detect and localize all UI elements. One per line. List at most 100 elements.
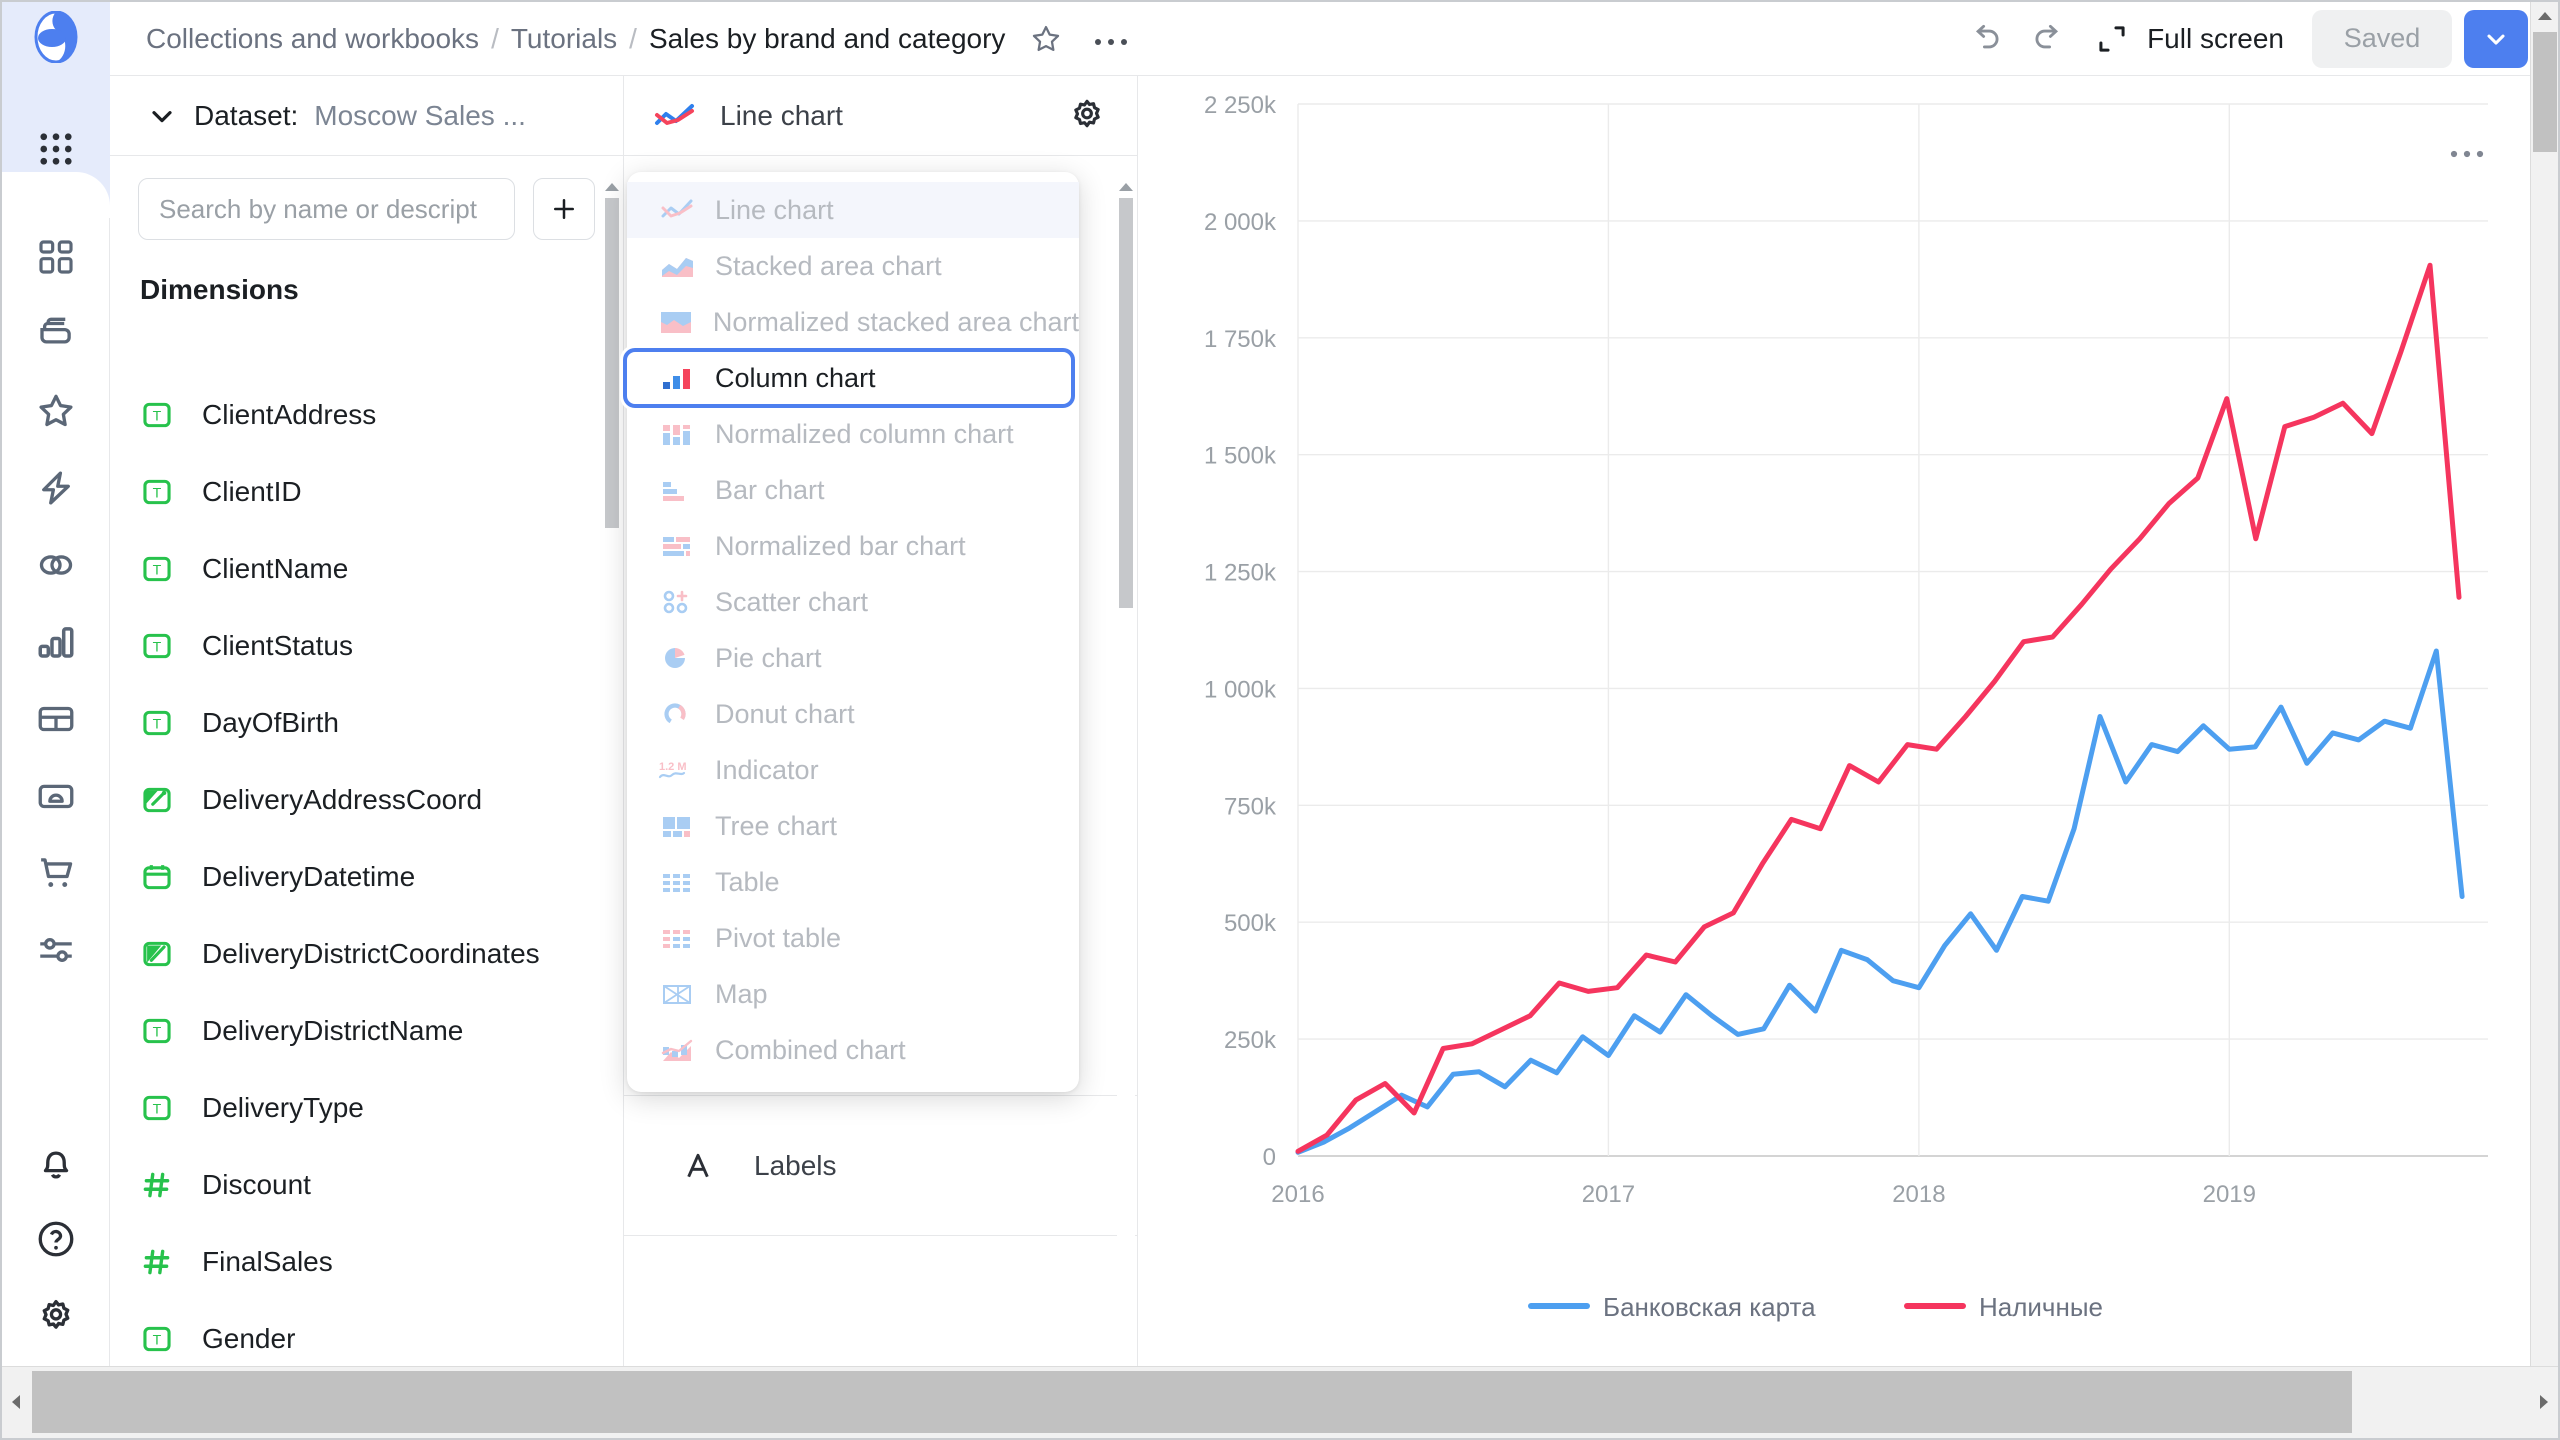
sidebar-item-favorites[interactable] (2, 372, 110, 449)
window-vertical-scrollbar[interactable] (2530, 2, 2558, 1366)
window-scroll-left-arrow[interactable] (2, 1367, 30, 1437)
dataset-header[interactable]: Dataset: Moscow Sales ... (110, 76, 623, 156)
viz-scroll-up-arrow[interactable] (1117, 178, 1135, 196)
dimension-field-row[interactable]: T ClientAddress (110, 376, 623, 453)
search-input[interactable] (138, 178, 515, 240)
svg-text:T: T (153, 1332, 162, 1348)
svg-text:2017: 2017 (1582, 1181, 1635, 1208)
labels-section[interactable]: Labels (624, 1096, 1137, 1236)
visualization-menu-item[interactable]: Normalized stacked area chart (627, 294, 1079, 350)
sidebar-item-charts[interactable] (2, 603, 110, 680)
svg-text:1 250k: 1 250k (1204, 560, 1277, 587)
visualization-menu-item[interactable]: Normalized bar chart (627, 518, 1079, 574)
fullscreen-icon (2099, 25, 2125, 52)
sidebar-item-collections[interactable] (2, 295, 110, 372)
visualization-menu-item[interactable]: Combined chart (627, 1022, 1079, 1078)
window-vertical-scroll-thumb[interactable] (2533, 32, 2557, 152)
breadcrumb-root[interactable]: Collections and workbooks (146, 22, 480, 54)
visualization-menu-label: Column chart (715, 362, 876, 393)
saved-status-button[interactable]: Saved (2312, 9, 2452, 68)
geopolygon-field-icon (143, 941, 171, 966)
question-circle-icon (38, 1221, 74, 1257)
viz-scrollbar[interactable] (1117, 176, 1135, 1366)
visualization-menu-item[interactable]: Column chart (623, 348, 1079, 408)
more-actions-button[interactable] (1093, 30, 1129, 48)
visualization-menu-item[interactable]: Normalized column chart (627, 406, 1079, 462)
visualization-menu-item[interactable]: Pie chart (627, 630, 1079, 686)
dimension-field-row[interactable]: T Gender (110, 1300, 623, 1366)
sidebar-item-settings[interactable] (2, 1278, 110, 1356)
visualization-header[interactable]: Line chart (624, 76, 1137, 156)
collections-icon (40, 317, 71, 344)
svg-text:2 000k: 2 000k (1204, 209, 1277, 236)
dimension-field-row[interactable]: T ClientName (110, 530, 623, 607)
app-logo[interactable] (2, 2, 110, 72)
visualization-menu-item[interactable]: Tree chart (627, 798, 1079, 854)
visualization-menu-item[interactable]: Map (627, 966, 1079, 1022)
visualization-menu-label: Map (715, 978, 768, 1009)
window-scroll-right-arrow[interactable] (2530, 1367, 2558, 1437)
favorite-star-button[interactable] (1029, 22, 1063, 56)
sidebar-item-notifications[interactable] (2, 1122, 110, 1200)
visualization-menu-label: Normalized bar chart (715, 530, 966, 561)
visualization-menu-item[interactable]: Bar chart (627, 462, 1079, 518)
dimensions-section-title: Dimensions (140, 274, 299, 305)
visualization-menu-item[interactable]: 1.2 M Indicator (627, 742, 1079, 798)
add-field-button[interactable] (533, 178, 595, 240)
fullscreen-button[interactable]: Full screen (2093, 20, 2284, 58)
legend-label-1: Банковская карта (1603, 1292, 1816, 1322)
dimension-field-row[interactable]: T ClientStatus (110, 607, 623, 684)
svg-text:500k: 500k (1224, 910, 1277, 937)
chart-more-button[interactable] (2450, 142, 2484, 160)
text-field-icon: T (143, 402, 171, 427)
visualization-menu-label: Table (715, 866, 780, 897)
sidebar-item-connections[interactable] (2, 526, 110, 603)
visualization-menu-item[interactable]: Line chart (627, 182, 1079, 238)
visualization-menu-item[interactable]: Scatter chart (627, 574, 1079, 630)
sidebar-item-help[interactable] (2, 1200, 110, 1278)
visualization-menu-item[interactable]: Donut chart (627, 686, 1079, 742)
visualization-menu-label: Line chart (715, 194, 834, 225)
window-horizontal-scrollbar[interactable] (2, 1366, 2558, 1438)
scroll-up-arrow[interactable] (603, 178, 621, 196)
visualization-settings-button[interactable] (1067, 96, 1107, 136)
column-chart-icon (655, 365, 699, 391)
dataset-collapse-button[interactable] (140, 100, 184, 132)
visualization-menu-item[interactable]: Table (627, 854, 1079, 910)
viz-scroll-thumb[interactable] (1119, 198, 1133, 608)
visualization-menu-item[interactable]: Pivot table (627, 910, 1079, 966)
window-scroll-up-arrow[interactable] (2531, 2, 2559, 30)
visualization-menu-label: Stacked area chart (715, 250, 942, 281)
sidebar-item-datasets[interactable] (2, 680, 110, 757)
save-dropdown-button[interactable] (2464, 9, 2528, 68)
normalized-area-chart-icon (655, 309, 697, 335)
dimension-field-row[interactable]: Discount (110, 1146, 623, 1223)
field-type-icon: T (140, 552, 186, 586)
sidebar-item-parameters[interactable] (2, 911, 110, 988)
window-horizontal-scroll-thumb[interactable] (32, 1371, 2352, 1433)
dataset-name[interactable]: Moscow Sales ... (314, 99, 526, 131)
sidebar-item-marketplace[interactable] (2, 834, 110, 911)
dimension-field-row[interactable]: T DeliveryDistrictName (110, 992, 623, 1069)
dataset-scrollbar[interactable] (603, 176, 621, 1366)
redo-button[interactable] (2017, 8, 2079, 70)
dimension-field-row[interactable]: DeliveryDatetime (110, 838, 623, 915)
text-field-icon: T (143, 1326, 171, 1351)
dimension-field-row[interactable]: T ClientID (110, 453, 623, 530)
breadcrumb-folder[interactable]: Tutorials (510, 22, 618, 54)
dataset-scroll-thumb[interactable] (605, 198, 619, 528)
dimension-field-row[interactable]: FinalSales (110, 1223, 623, 1300)
text-field-icon: T (143, 479, 171, 504)
undo-icon (1976, 24, 1999, 48)
sidebar-item-quickstart[interactable] (2, 449, 110, 526)
visualization-menu-item[interactable]: Stacked area chart (627, 238, 1079, 294)
sidebar-item-dashboards[interactable] (2, 218, 110, 295)
dimension-field-row[interactable]: DeliveryDistrictCoordinates (110, 915, 623, 992)
dimension-field-row[interactable]: T DeliveryType (110, 1069, 623, 1146)
dimension-field-row[interactable]: T DayOfBirth (110, 684, 623, 761)
rail-curve-decoration (2, 172, 110, 218)
undo-button[interactable] (1955, 8, 2017, 70)
dimension-field-row[interactable]: DeliveryAddressCoord (110, 761, 623, 838)
field-type-icon: T (140, 706, 186, 740)
sidebar-item-files[interactable] (2, 757, 110, 834)
